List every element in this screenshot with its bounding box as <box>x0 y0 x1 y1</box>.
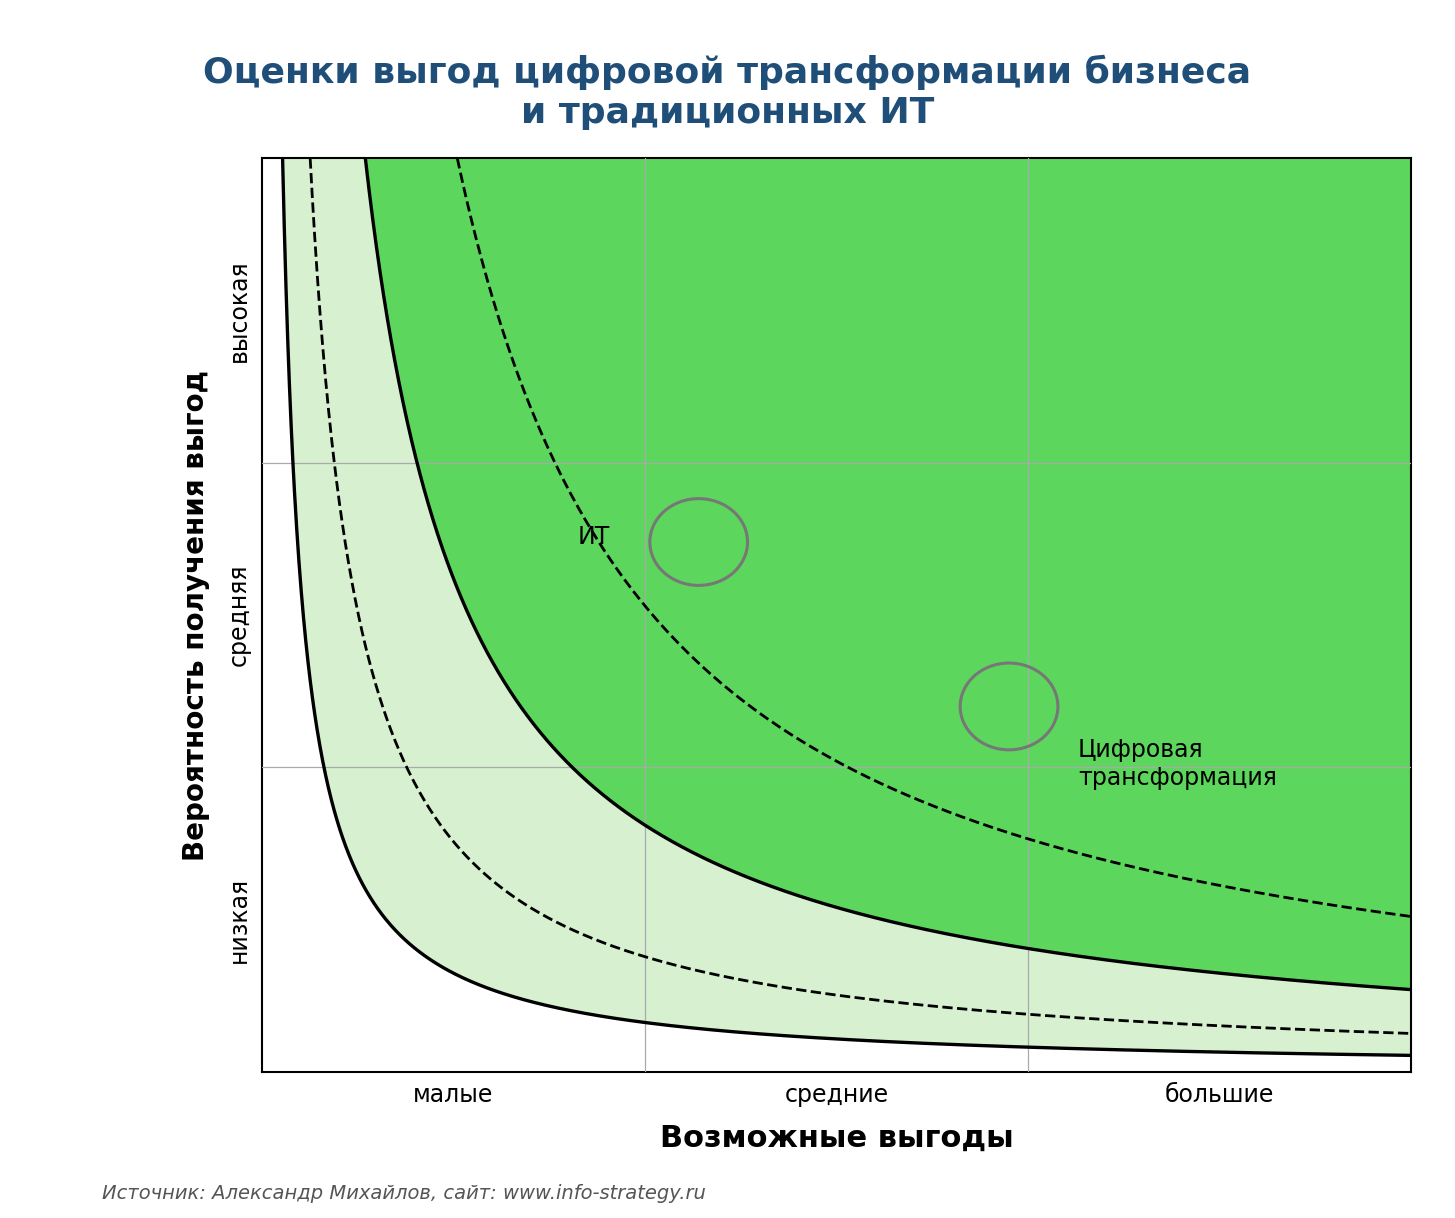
Polygon shape <box>365 158 1411 989</box>
Text: Цифровая
трансформация: Цифровая трансформация <box>1078 738 1277 790</box>
Text: ИТ: ИТ <box>578 525 611 549</box>
X-axis label: Возможные выгоды: Возможные выгоды <box>659 1124 1014 1152</box>
Text: Оценки выгод цифровой трансформации бизнеса
и традиционных ИТ: Оценки выгод цифровой трансформации бизн… <box>204 55 1251 129</box>
Text: Источник: Александр Михайлов, сайт: www.info-strategy.ru: Источник: Александр Михайлов, сайт: www.… <box>102 1184 706 1203</box>
Polygon shape <box>282 158 1411 1055</box>
Y-axis label: Вероятность получения выгод: Вероятность получения выгод <box>182 369 210 861</box>
